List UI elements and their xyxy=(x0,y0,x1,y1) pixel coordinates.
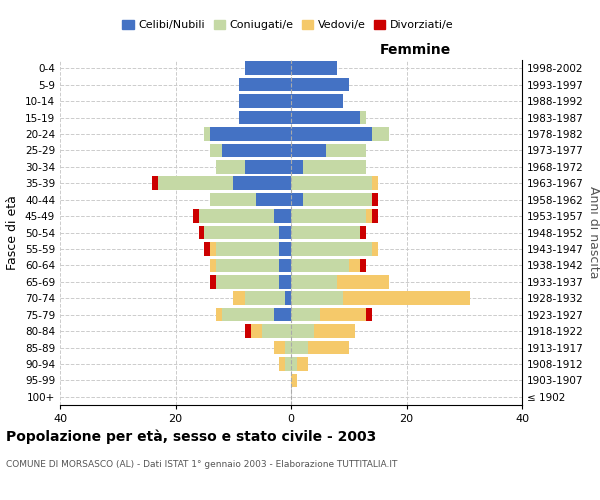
Bar xyxy=(216,258,280,272)
Bar xyxy=(280,226,291,239)
Bar xyxy=(291,242,372,256)
Bar xyxy=(291,308,320,322)
Bar xyxy=(372,176,377,190)
Bar xyxy=(291,94,343,108)
Bar xyxy=(216,242,280,256)
Bar xyxy=(291,226,360,239)
Bar xyxy=(291,78,349,92)
Bar xyxy=(280,242,291,256)
Bar xyxy=(262,324,291,338)
Bar xyxy=(285,341,291,354)
Bar xyxy=(285,357,291,370)
Bar xyxy=(245,62,291,75)
Bar xyxy=(210,193,256,206)
Bar xyxy=(372,242,377,256)
Bar xyxy=(291,374,297,387)
Bar xyxy=(210,127,291,140)
Bar xyxy=(366,308,372,322)
Bar xyxy=(216,160,245,173)
Bar xyxy=(193,210,199,223)
Bar xyxy=(302,160,366,173)
Bar xyxy=(308,341,349,354)
Bar xyxy=(285,292,291,305)
Bar xyxy=(280,258,291,272)
Bar xyxy=(320,308,366,322)
Bar xyxy=(291,292,343,305)
Bar xyxy=(291,275,337,288)
Bar xyxy=(274,308,291,322)
Bar xyxy=(372,210,377,223)
Bar xyxy=(274,341,285,354)
Bar xyxy=(366,210,372,223)
Bar xyxy=(343,292,470,305)
Bar xyxy=(239,111,291,124)
Bar xyxy=(314,324,355,338)
Bar xyxy=(291,324,314,338)
Bar xyxy=(216,308,222,322)
Bar xyxy=(291,160,302,173)
Bar xyxy=(210,144,222,157)
Bar xyxy=(205,242,210,256)
Bar xyxy=(205,226,280,239)
Bar xyxy=(291,144,326,157)
Bar xyxy=(205,127,210,140)
Bar xyxy=(280,275,291,288)
Bar xyxy=(302,193,372,206)
Bar xyxy=(199,226,205,239)
Bar xyxy=(210,275,216,288)
Bar xyxy=(349,258,360,272)
Bar xyxy=(274,210,291,223)
Y-axis label: Fasce di età: Fasce di età xyxy=(7,195,19,270)
Bar xyxy=(199,210,274,223)
Bar xyxy=(158,176,233,190)
Bar xyxy=(291,111,360,124)
Bar xyxy=(256,193,291,206)
Bar xyxy=(222,144,291,157)
Bar xyxy=(291,193,302,206)
Bar xyxy=(233,292,245,305)
Bar xyxy=(152,176,158,190)
Bar xyxy=(222,308,274,322)
Bar xyxy=(291,62,337,75)
Bar xyxy=(245,160,291,173)
Bar xyxy=(360,111,366,124)
Bar xyxy=(326,144,366,157)
Bar xyxy=(372,193,377,206)
Bar xyxy=(251,324,262,338)
Bar xyxy=(239,78,291,92)
Bar xyxy=(280,357,285,370)
Bar xyxy=(210,258,216,272)
Bar xyxy=(297,357,308,370)
Bar xyxy=(291,357,297,370)
Bar xyxy=(372,127,389,140)
Bar xyxy=(245,324,251,338)
Bar xyxy=(291,127,372,140)
Bar xyxy=(291,210,366,223)
Legend: Celibi/Nubili, Coniugati/e, Vedovi/e, Divorziati/e: Celibi/Nubili, Coniugati/e, Vedovi/e, Di… xyxy=(118,16,458,35)
Bar xyxy=(216,275,280,288)
Y-axis label: Anni di nascita: Anni di nascita xyxy=(587,186,600,279)
Bar xyxy=(291,341,308,354)
Text: Femmine: Femmine xyxy=(380,42,451,56)
Bar xyxy=(245,292,285,305)
Text: COMUNE DI MORSASCO (AL) - Dati ISTAT 1° gennaio 2003 - Elaborazione TUTTITALIA.I: COMUNE DI MORSASCO (AL) - Dati ISTAT 1° … xyxy=(6,460,397,469)
Bar xyxy=(360,258,366,272)
Bar xyxy=(239,94,291,108)
Bar xyxy=(291,176,372,190)
Bar xyxy=(210,242,216,256)
Bar xyxy=(233,176,291,190)
Bar xyxy=(360,226,366,239)
Text: Popolazione per età, sesso e stato civile - 2003: Popolazione per età, sesso e stato civil… xyxy=(6,430,376,444)
Bar xyxy=(337,275,389,288)
Bar xyxy=(291,258,349,272)
